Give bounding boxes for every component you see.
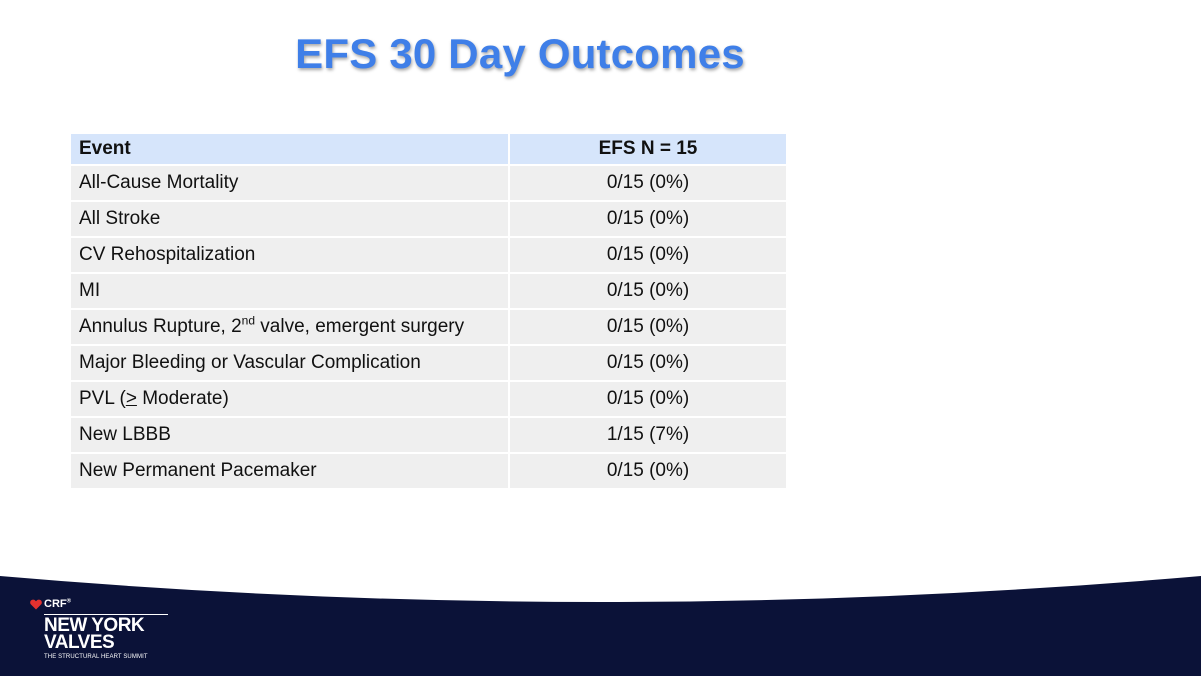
table-row: New Permanent Pacemaker 0/15 (0%) (71, 454, 786, 490)
value-cell: 0/15 (0%) (510, 382, 786, 418)
event-cell: All-Cause Mortality (71, 166, 510, 202)
event-cell: Major Bleeding or Vascular Complication (71, 346, 510, 382)
value-cell: 0/15 (0%) (510, 310, 786, 346)
brand-logo: CRF® NEW YORK VALVES THE STRUCTURAL HEAR… (30, 597, 168, 660)
value-cell: 0/15 (0%) (510, 166, 786, 202)
event-text-part: PVL ( (79, 388, 126, 409)
crf-logo-row: CRF® (30, 597, 168, 611)
brand-divider (44, 614, 168, 615)
crf-label: CRF® (44, 598, 71, 610)
event-text-part: Moderate) (136, 388, 229, 409)
event-cell: CV Rehospitalization (71, 238, 510, 274)
greater-equal-symbol: > (125, 388, 137, 409)
ordinal-superscript: nd (241, 313, 256, 328)
event-cell: New Permanent Pacemaker (71, 454, 510, 490)
event-cell: PVL (> Moderate) (71, 382, 510, 418)
table-row: New LBBB 1/15 (7%) (71, 418, 786, 454)
event-text-part: valve, emergent surgery (255, 316, 465, 337)
value-cell: 0/15 (0%) (510, 238, 786, 274)
table-row: MI 0/15 (0%) (71, 274, 786, 310)
value-cell: 0/15 (0%) (510, 454, 786, 490)
outcomes-table: Event EFS N = 15 All-Cause Mortality 0/1… (71, 134, 786, 490)
slide-title: EFS 30 Day Outcomes (295, 30, 745, 77)
table-row: Major Bleeding or Vascular Complication … (71, 346, 786, 382)
brand-name-line1: NEW YORK (44, 615, 145, 636)
event-cell: New LBBB (71, 418, 510, 454)
event-cell: Annulus Rupture, 2nd valve, emergent sur… (71, 310, 510, 346)
brand-name-line2: VALVES (44, 632, 115, 653)
value-cell: 0/15 (0%) (510, 346, 786, 382)
table-row: Annulus Rupture, 2nd valve, emergent sur… (71, 310, 786, 346)
brand-tagline: THE STRUCTURAL HEART SUMMIT (44, 654, 148, 660)
heart-icon (30, 599, 42, 609)
column-header-event: Event (71, 134, 510, 166)
event-cell: All Stroke (71, 202, 510, 238)
footer-band (0, 560, 1201, 676)
registered-mark: ® (66, 598, 72, 605)
table-header-row: Event EFS N = 15 (71, 134, 786, 166)
value-cell: 0/15 (0%) (510, 202, 786, 238)
table-row: PVL (> Moderate) 0/15 (0%) (71, 382, 786, 418)
table-row: All Stroke 0/15 (0%) (71, 202, 786, 238)
table-row: CV Rehospitalization 0/15 (0%) (71, 238, 786, 274)
event-text-part: Annulus Rupture, 2 (79, 316, 242, 337)
value-cell: 1/15 (7%) (510, 418, 786, 454)
table-row: All-Cause Mortality 0/15 (0%) (71, 166, 786, 202)
footer-wave-shape (0, 576, 1201, 676)
column-header-efs-n: EFS N = 15 (510, 134, 786, 166)
event-cell: MI (71, 274, 510, 310)
crf-text: CRF (44, 598, 67, 610)
value-cell: 0/15 (0%) (510, 274, 786, 310)
